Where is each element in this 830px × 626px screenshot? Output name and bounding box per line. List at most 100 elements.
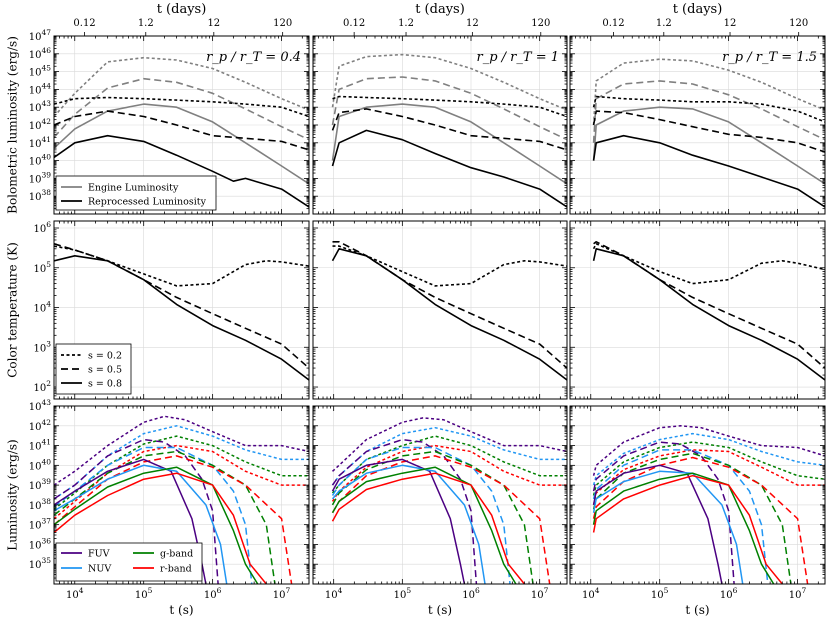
y-tick-label: 1043	[29, 99, 52, 114]
x-axis-title: t (s)	[169, 603, 193, 617]
series-reprocessed-s-0-8	[331, 129, 567, 208]
x-tick-label: 104	[325, 586, 343, 601]
series-fuv-s-0-2	[331, 417, 567, 472]
y-tick-label: 1038	[29, 188, 52, 203]
y-tick-label: 1035	[29, 556, 52, 571]
panel-frame	[569, 220, 826, 400]
y-axis-title-temperature: Color temperature (K)	[6, 242, 20, 378]
y-tick-label: 106	[33, 220, 51, 235]
series-fuv-s-0-8	[592, 464, 723, 584]
x-tick-label: 105	[135, 586, 153, 601]
panel-temperature-3	[569, 220, 826, 400]
top-tick-label: 12	[466, 18, 479, 29]
legend-label: Engine Luminosity	[88, 183, 179, 194]
y-tick-label: 1039	[29, 170, 52, 185]
top-tick-label: 120	[273, 18, 292, 29]
series-fuv-s-0-5	[592, 441, 735, 584]
x-tick-label: 105	[651, 586, 669, 601]
series-reprocessed-s-0-2	[592, 95, 825, 123]
x-tick-label: 104	[582, 586, 600, 601]
series-reprocessed-s-0-8	[592, 134, 825, 208]
series-g-s-0-8	[54, 466, 259, 584]
legend-label: s = 0.5	[88, 365, 122, 376]
y-tick-label: 1043	[29, 398, 52, 413]
x-tick-label: 106	[204, 586, 222, 601]
y-tick-label: 1042	[29, 117, 52, 132]
series-engine-s-0-8	[592, 106, 825, 185]
top-tick-label: 0.12	[343, 18, 365, 29]
panel-temperature-1: 102 103 104 105 106	[33, 220, 310, 400]
series-engine-s-0-5	[331, 76, 567, 141]
series-group	[592, 241, 825, 381]
legend-bands	[55, 542, 203, 582]
y-tick-label: 104	[33, 300, 51, 315]
series-r-s-0-5	[592, 456, 809, 584]
y-tick-label: 1047	[29, 28, 52, 43]
series-s-0-5	[332, 241, 567, 369]
legend-bolometric	[55, 175, 217, 211]
top-tick-label: 12	[724, 18, 737, 29]
series-nuv-s-0-2	[592, 432, 825, 486]
panel-bolometric-2: 0.12 1.2 12 120 t (days) r_p / r_T = 1	[312, 2, 568, 215]
series-fuv-s-0-5	[331, 438, 478, 584]
series-s-0-2	[332, 245, 567, 287]
legend-label: g-band	[160, 549, 193, 560]
x-tick-label: 107	[531, 586, 549, 601]
series-r-s-0-5	[54, 455, 293, 584]
y-tick-label: 1039	[29, 477, 52, 492]
series-s-0-2	[54, 245, 309, 287]
series-nuv-s-0-5	[54, 446, 253, 584]
series-fuv-s-0-2	[54, 415, 309, 486]
top-tick-label: 1.2	[138, 18, 154, 29]
series-engine-s-0-2	[592, 58, 825, 126]
series-group	[331, 417, 567, 584]
y-tick-label: 103	[33, 339, 51, 354]
y-tick-label: 1038	[29, 497, 52, 512]
series-fuv-s-0-8	[331, 458, 466, 584]
top-tick-label: 12	[207, 18, 220, 29]
series-nuv-s-0-8	[54, 464, 228, 584]
x-tick-label: 107	[273, 586, 291, 601]
legend-label: s = 0.8	[88, 379, 122, 390]
y-tick-label: 1040	[29, 153, 52, 168]
panel-frame	[53, 405, 310, 585]
y-tick-label: 1042	[29, 418, 52, 433]
series-reprocessed-s-0-8	[54, 134, 309, 208]
top-tick-label: 1.2	[656, 18, 672, 29]
top-axis-title: t (days)	[415, 2, 465, 17]
x-tick-label: 105	[394, 586, 412, 601]
y-tick-label: 1036	[29, 536, 52, 551]
series-s-0-2	[592, 243, 825, 285]
series-nuv-s-0-8	[592, 470, 744, 584]
series-r-s-0-2	[331, 444, 567, 502]
x-tick-label: 107	[789, 586, 807, 601]
series-engine-s-0-2	[54, 56, 309, 118]
y-tick-label: 1041	[29, 135, 51, 150]
legend-label: NUV	[88, 564, 111, 575]
series-g-s-0-5	[592, 452, 792, 584]
series-reprocessed-s-0-2	[54, 96, 309, 118]
y-axis-title-bolometric: Bolometric luminosity (erg/s)	[6, 36, 20, 214]
series-s-0-8	[54, 255, 309, 381]
panel-frame	[312, 220, 568, 400]
series-fuv-s-0-2	[592, 425, 825, 476]
series-nuv-s-0-8	[331, 464, 486, 584]
series-nuv-s-0-5	[592, 449, 769, 584]
series-group	[331, 241, 567, 381]
top-tick-label: 120	[531, 18, 550, 29]
panel-frame	[569, 405, 826, 585]
x-tick-label: 106	[462, 586, 480, 601]
legend-label: r-band	[160, 564, 192, 575]
y-tick-label: 102	[33, 379, 51, 394]
series-r-s-0-8	[54, 472, 267, 584]
series-g-s-0-8	[592, 472, 775, 584]
series-group	[54, 243, 309, 381]
series-r-s-0-5	[331, 455, 551, 584]
legend-label: s = 0.2	[88, 351, 122, 362]
panel-bands-2: 104 105 106 107 t (s)	[312, 405, 568, 617]
top-tick-label: 0.12	[602, 18, 624, 29]
panel-bands-1: 1035 1036 1037 1038 1039 1040 1041 1042 1043 104 1…	[29, 398, 310, 617]
panel-temperature-2	[312, 220, 568, 400]
series-g-s-0-2	[592, 441, 825, 496]
